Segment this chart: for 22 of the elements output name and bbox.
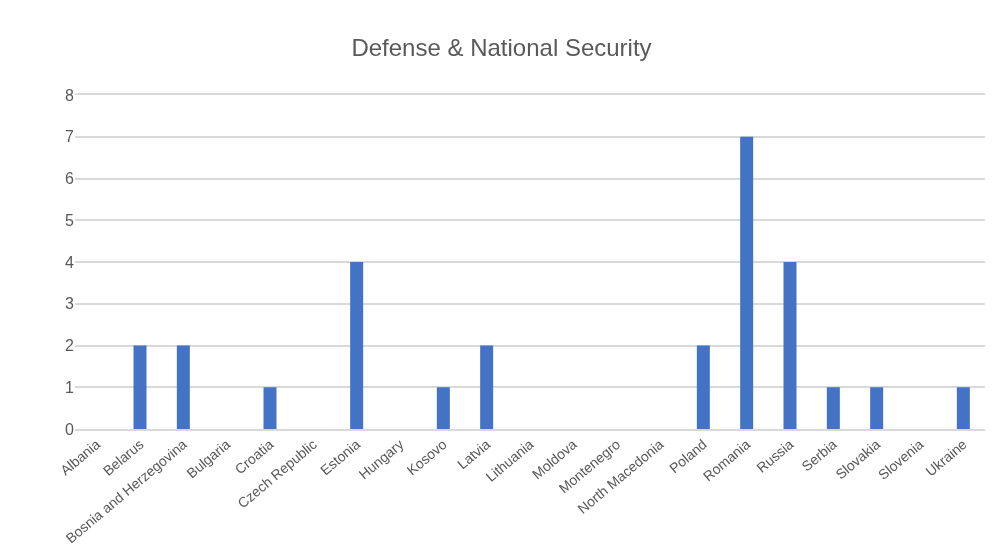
- y-tick-label: 5: [65, 211, 75, 229]
- y-tick-label: 3: [65, 295, 75, 313]
- bar: [350, 262, 364, 429]
- bar: [696, 345, 710, 429]
- bar: [480, 345, 494, 429]
- y-tick-label: 8: [65, 86, 75, 104]
- y-tick-label: 0: [65, 420, 75, 438]
- y-tick-label: 2: [65, 337, 75, 355]
- bar: [740, 136, 754, 429]
- bar: [263, 387, 277, 429]
- bar: [436, 387, 450, 429]
- chart-title: Defense & National Security: [351, 33, 652, 61]
- bar: [826, 387, 840, 429]
- bar: [870, 387, 884, 429]
- bar: [783, 262, 797, 429]
- bar: [176, 345, 190, 429]
- y-tick-label: 7: [65, 128, 75, 146]
- y-tick-label: 6: [65, 170, 75, 188]
- bar: [956, 387, 970, 429]
- bar: [133, 345, 147, 429]
- y-tick-label: 4: [65, 253, 75, 271]
- y-tick-label: 1: [65, 378, 75, 396]
